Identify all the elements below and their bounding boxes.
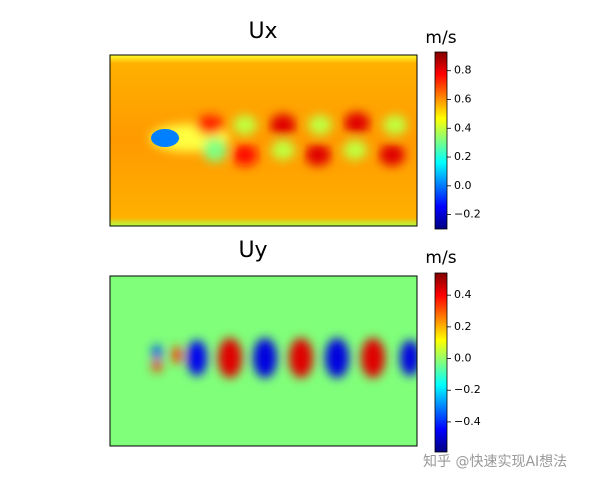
colorbar-label: m/s	[425, 248, 456, 268]
colorbar-tick-label: −0.4	[454, 415, 481, 428]
colorbar-tick-label: 0.4	[454, 121, 472, 134]
colorbar-tick-label: 0.2	[454, 150, 472, 163]
colorbar-tick-label: 0.4	[454, 288, 472, 301]
colorbar-tick-label: −0.2	[454, 383, 481, 396]
colorbar-tick-label: 0.2	[454, 320, 472, 333]
ux-field	[110, 55, 417, 226]
chart-title: Ux	[248, 19, 277, 44]
colorbar	[434, 272, 448, 453]
colorbar-tick-label: 0.6	[454, 92, 472, 105]
colorbar-tick-label: −0.2	[454, 208, 481, 221]
colorbar	[434, 51, 448, 230]
colorbar-label: m/s	[425, 28, 456, 48]
watermark: 知乎 @快速实现AI想法	[423, 453, 567, 470]
ux-axes	[109, 54, 418, 227]
uy-axes	[109, 275, 418, 447]
chart-title: Uy	[238, 238, 267, 263]
colorbar-tick-label: 0.0	[454, 179, 472, 192]
uy-field	[110, 276, 417, 446]
colorbar-tick-label: 0.8	[454, 64, 472, 77]
colorbar-tick-label: 0.0	[454, 352, 472, 365]
